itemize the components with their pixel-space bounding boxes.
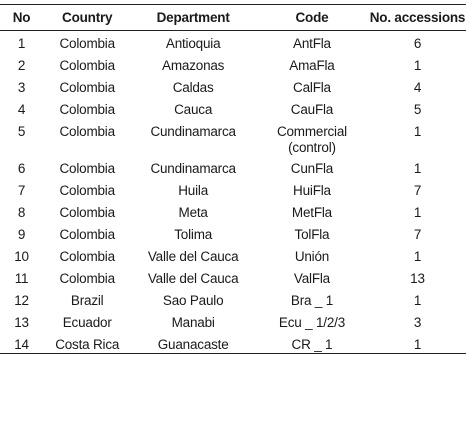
cell-code: AmaFla [289,57,335,73]
cell-country: Colombia [59,160,115,176]
header-accessions: No. accessions [369,10,466,25]
cell-department: Sao Paulo [162,292,224,308]
table-row: 3 Colombia Caldas CalFla 4 [0,75,466,97]
cell-accessions: 1 [413,292,422,308]
table-row: 4 Colombia Cauca CauFla 5 [0,97,466,119]
table-row: 6 Colombia Cundinamarca CunFla 1 [0,156,466,178]
cell-no: 12 [14,292,29,308]
cell-code: Bra _ 1 [290,292,334,308]
cell-department: Manabi [171,314,215,330]
cell-department: Huila [178,182,209,198]
cell-code: CR _ 1 [291,336,333,352]
table-row: 11 Colombia Valle del Cauca ValFla 13 [0,266,466,288]
header-country: Country [62,10,113,25]
cell-code: ValFla [293,270,330,286]
table-row: 1 Colombia Antioquia AntFla 6 [0,31,466,53]
cell-no: 9 [17,226,26,242]
cell-accessions: 3 [413,314,422,330]
cell-country: Colombia [59,36,115,51]
cell-accessions: 4 [413,79,422,95]
cell-department: Guanacaste [157,336,229,352]
cell-country: Colombia [59,270,115,286]
cell-code: CauFla [290,101,334,117]
cell-country: Colombia [59,101,115,117]
table-row: 9 Colombia Tolima TolFla 7 [0,222,466,244]
table-row: 7 Colombia Huila HuiFla 7 [0,178,466,200]
cell-no: 7 [17,182,26,198]
cell-no: 2 [17,57,26,73]
table-header: No Country Department Code No. accession… [0,4,466,31]
table-body: 1 Colombia Antioquia AntFla 6 2 Colombia… [0,31,466,354]
cell-accessions: 13 [410,270,425,286]
cell-code: TolFla [294,226,330,242]
cell-accessions: 1 [413,57,422,73]
cell-department: Antioquia [165,36,221,51]
cell-code: Commercial (control) [276,123,347,155]
cell-accessions: 6 [413,36,422,51]
cell-code: Unión [294,248,330,264]
cell-country: Colombia [59,182,115,198]
cell-no: 4 [17,101,26,117]
cell-country: Colombia [59,204,115,220]
cell-accessions: 5 [413,101,422,117]
cell-department: Amazonas [162,57,225,73]
cell-country: Colombia [59,57,115,73]
cell-department: Cauca [174,101,213,117]
cell-code: HuiFla [293,182,331,198]
cell-accessions: 1 [413,204,422,220]
table-row: 8 Colombia Meta MetFla 1 [0,200,466,222]
cell-department: Tolima [174,226,213,242]
header-code: Code [295,10,329,25]
cell-department: Valle del Cauca [147,270,239,286]
cell-country: Costa Rica [55,336,120,352]
accessions-table: No Country Department Code No. accession… [0,4,466,354]
cell-country: Colombia [59,248,115,264]
cell-department: Cundinamarca [150,123,236,139]
cell-country: Brazil [70,292,104,308]
cell-no: 5 [17,123,26,139]
cell-no: 1 [17,36,26,51]
cell-no: 8 [17,204,26,220]
table-row: 10 Colombia Valle del Cauca Unión 1 [0,244,466,266]
cell-accessions: 1 [413,336,422,352]
cell-accessions: 1 [413,123,422,139]
cell-code: CunFla [290,160,334,176]
cell-department: Cundinamarca [150,160,236,176]
cell-department: Meta [178,204,208,220]
cell-no: 11 [14,270,29,286]
cell-accessions: 7 [413,226,422,242]
cell-code: AntFla [293,36,331,51]
header-no: No [12,10,31,25]
cell-code: MetFla [291,204,332,220]
cell-department: Caldas [172,79,214,95]
cell-accessions: 1 [413,160,422,176]
cell-accessions: 1 [413,248,422,264]
cell-code: Ecu _ 1/2/3 [278,314,346,330]
cell-code: CalFla [293,79,331,95]
cell-country: Ecuador [62,314,112,330]
header-row: No Country Department Code No. accession… [0,4,466,31]
cell-no: 3 [17,79,26,95]
cell-department: Valle del Cauca [147,248,239,264]
table-row: 2 Colombia Amazonas AmaFla 1 [0,53,466,75]
cell-no: 14 [14,336,29,352]
cell-country: Colombia [59,226,115,242]
table-row: 14 Costa Rica Guanacaste CR _ 1 1 [0,332,466,354]
cell-no: 10 [14,248,29,264]
table-row: 12 Brazil Sao Paulo Bra _ 1 1 [0,288,466,310]
cell-no: 6 [17,160,26,176]
header-department: Department [156,10,230,25]
table-row: 13 Ecuador Manabi Ecu _ 1/2/3 3 [0,310,466,332]
cell-accessions: 7 [413,182,422,198]
cell-country: Colombia [59,123,115,139]
table-row: 5 Colombia Cundinamarca Commercial (cont… [0,119,466,156]
cell-no: 13 [14,314,29,330]
cell-country: Colombia [59,79,115,95]
